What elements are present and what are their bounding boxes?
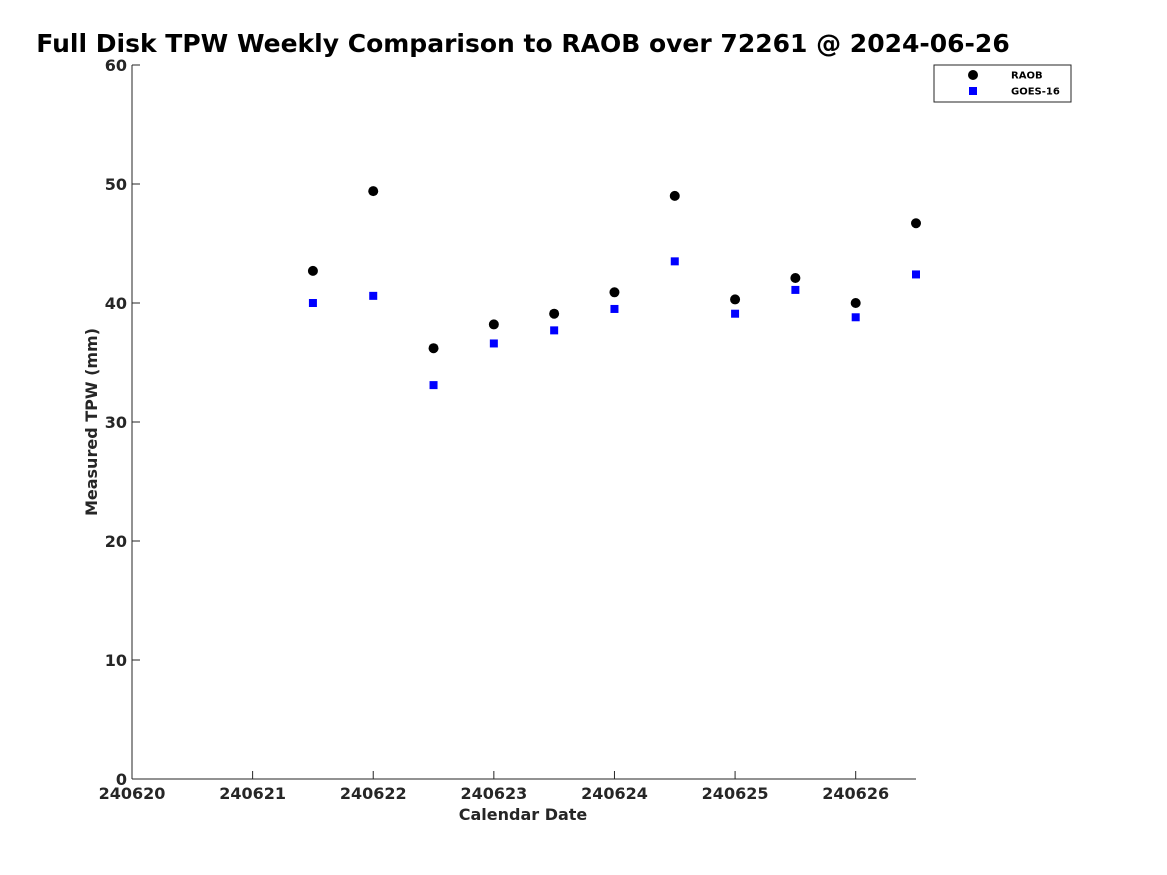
goes16-point	[912, 270, 920, 279]
legend-goes16-label: GOES-16	[1011, 87, 1060, 98]
legend: RAOB GOES-16	[933, 64, 1072, 103]
y-tick-label: 40	[105, 294, 127, 313]
raob-point	[428, 343, 439, 354]
y-tick-label: 10	[105, 651, 127, 670]
axes	[131, 65, 916, 780]
y-tick-label: 20	[105, 532, 127, 551]
legend-raob-marker	[968, 70, 978, 80]
raob-point	[368, 186, 379, 197]
raob-point	[488, 319, 499, 330]
raob-point	[790, 273, 801, 284]
goes16-point	[851, 313, 860, 322]
goes16-point	[550, 326, 559, 335]
y-axis-ticks: 0 10 20 30 40 50 60	[105, 56, 140, 789]
raob-point	[730, 294, 741, 305]
data-markers	[307, 186, 921, 390]
legend-goes16-marker	[969, 87, 977, 95]
y-tick-label: 50	[105, 175, 127, 194]
goes16-point	[731, 309, 740, 318]
goes16-point	[489, 339, 498, 348]
x-tick-label: 240620	[99, 784, 166, 803]
y-tick-label: 0	[116, 770, 127, 789]
y-tick-label: 60	[105, 56, 127, 75]
x-tick-label: 240625	[702, 784, 769, 803]
x-tick-label: 240623	[460, 784, 527, 803]
goes16-point	[791, 285, 800, 294]
legend-raob-label: RAOB	[1011, 71, 1043, 82]
goes16-point	[369, 291, 378, 300]
raob-point	[850, 298, 861, 308]
x-axis-ticks: 240620 240621 240622 240623 240624 240625 2406…	[99, 771, 889, 803]
raob-point	[911, 218, 921, 229]
x-tick-label: 240621	[219, 784, 286, 803]
goes16-point	[429, 381, 438, 390]
goes16-point	[670, 257, 679, 266]
legend-box	[933, 64, 1072, 103]
goes16-point	[610, 304, 619, 313]
x-tick-label: 240626	[822, 784, 889, 803]
y-axis-label: Measured TPW (mm)	[82, 328, 101, 516]
raob-point	[609, 287, 620, 298]
x-axis-label: Calendar Date	[459, 805, 588, 824]
raob-point	[307, 265, 318, 276]
x-tick-label: 240622	[340, 784, 407, 803]
x-tick-label: 240624	[581, 784, 648, 803]
y-tick-label: 30	[105, 413, 127, 432]
chart-title: Full Disk TPW Weekly Comparison to RAOB …	[36, 29, 1009, 58]
goes16-point	[308, 299, 317, 307]
raob-point	[669, 190, 680, 201]
raob-point	[549, 308, 560, 319]
